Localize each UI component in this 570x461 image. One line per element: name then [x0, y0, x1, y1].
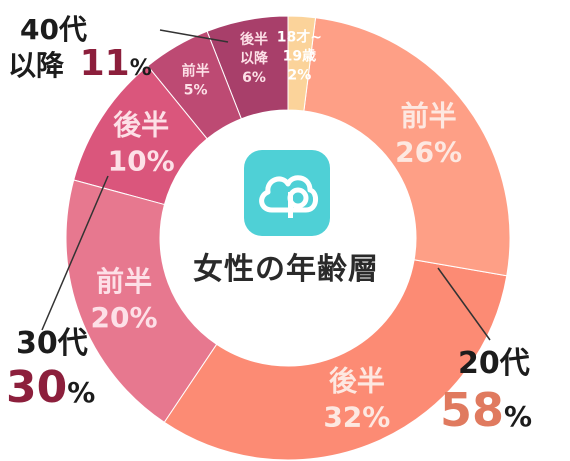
group-name: 40代 [20, 13, 87, 46]
slice-value-label: 20% [91, 301, 158, 334]
donut-slice [73, 65, 208, 206]
donut-slice [65, 179, 218, 424]
slice-label: 後半 [240, 31, 268, 48]
group-percent: 30 [6, 362, 68, 413]
group-percent: 11 [79, 43, 130, 84]
leader-line [437, 267, 491, 341]
percent-sign: % [504, 400, 533, 433]
slice-label: 前半 [96, 265, 152, 298]
percent-sign: % [67, 376, 96, 409]
slice-label: 以降 [240, 50, 269, 67]
group-label-30s: 30代 30% [6, 318, 146, 423]
percent-sign: % [129, 56, 152, 81]
slice-value-label: 2% [287, 67, 311, 83]
slice-label: 前半 [401, 100, 457, 133]
leader-line [159, 29, 229, 43]
cloud-p-icon [259, 175, 318, 218]
slice-value-label: 5% [184, 82, 208, 98]
slice-label: 18才~ [277, 28, 322, 45]
slice-label: 前半 [182, 62, 210, 79]
slice-label: 後半 [113, 109, 169, 142]
slice-value-label: 6% [242, 70, 266, 86]
donut-slice [163, 259, 508, 461]
slice-value-label: 26% [395, 136, 462, 169]
group-label-40s: 40代 以降 11% [8, 8, 168, 86]
group-label-20s: 20代 58% [440, 338, 570, 449]
slice-value-label: 10% [108, 145, 175, 178]
slice-label: 19歳 [283, 47, 316, 64]
chart-title: 女性の年齢層 [193, 252, 379, 287]
pairs-app-icon [244, 150, 330, 236]
slice-value-label: 32% [323, 401, 390, 434]
donut-slice [146, 30, 242, 140]
group-name: 20代 [458, 346, 530, 381]
group-percent: 58 [440, 383, 505, 437]
group-name: 30代 [16, 326, 88, 361]
group-name-line2: 以降 [8, 49, 65, 82]
donut-slice [287, 15, 317, 112]
slice-label: 後半 [329, 365, 385, 398]
leader-line [41, 175, 109, 331]
donut-slice [303, 17, 511, 277]
